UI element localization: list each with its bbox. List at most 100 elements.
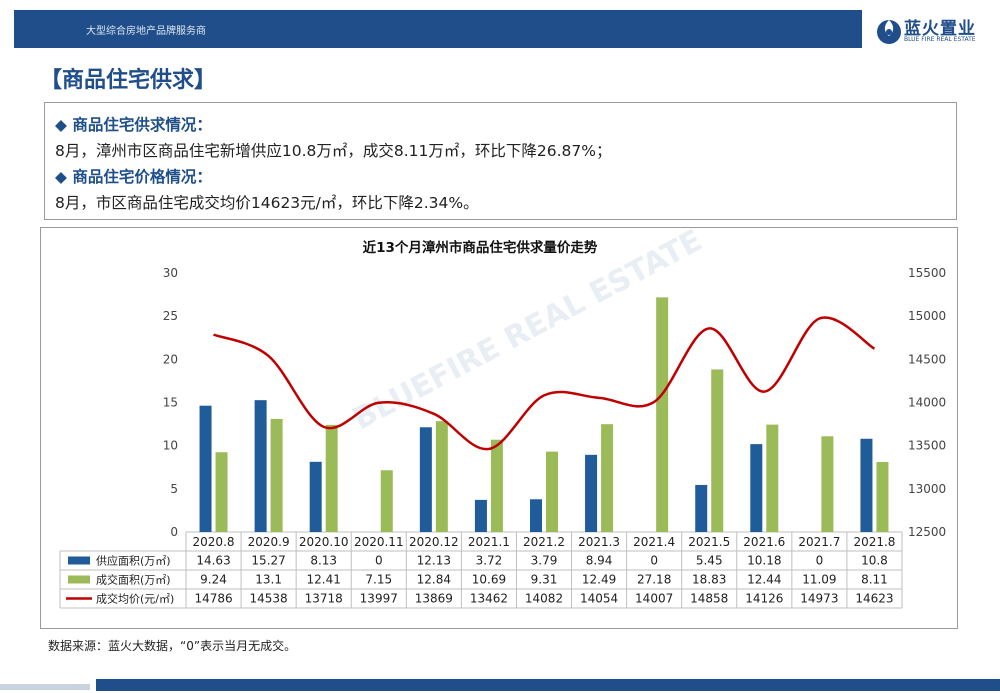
table-data-label: 18.83 bbox=[692, 573, 726, 587]
header-bar-slant bbox=[820, 10, 850, 48]
table-data-label: 13869 bbox=[415, 592, 453, 606]
x-tick-label: 2020.12 bbox=[409, 535, 459, 549]
table-data-label: 5.45 bbox=[696, 554, 723, 568]
legend-swatch bbox=[68, 556, 90, 565]
company-tagline: 大型综合房地产品牌服务商 bbox=[86, 26, 206, 37]
table-data-label: 10.18 bbox=[747, 554, 781, 568]
flame-logo-icon bbox=[877, 20, 901, 44]
legend-label: 供应面积(万㎡) bbox=[96, 554, 171, 568]
supply-bar bbox=[585, 454, 598, 532]
y-right-tick-label: 14500 bbox=[908, 352, 946, 366]
deal-bar bbox=[601, 424, 614, 532]
supply-bar bbox=[860, 438, 873, 532]
brand-logo: 蓝火置业 BLUE FIRE REAL ESTATE bbox=[876, 12, 994, 48]
deal-bar bbox=[546, 451, 558, 532]
x-tick-label: 2021.8 bbox=[853, 535, 895, 549]
table-data-label: 0 bbox=[816, 554, 824, 568]
table-data-label: 8.94 bbox=[586, 554, 613, 568]
x-tick-label: 2021.4 bbox=[633, 535, 675, 549]
table-data-label: 15.27 bbox=[251, 554, 285, 568]
deal-bar bbox=[656, 297, 669, 532]
x-tick-label: 2021.6 bbox=[743, 535, 785, 549]
chart-title: 近13个月漳州市商品住宅供求量价走势 bbox=[363, 239, 598, 256]
supply-bar bbox=[254, 400, 267, 532]
table-data-label: 8.13 bbox=[310, 554, 337, 568]
table-data-label: 3.79 bbox=[531, 554, 558, 568]
x-tick-label: 2021.7 bbox=[798, 535, 840, 549]
y-right-tick-label: 13000 bbox=[908, 482, 946, 496]
table-data-label: 27.18 bbox=[637, 573, 671, 587]
supply-bar bbox=[474, 499, 487, 532]
supply-bar bbox=[530, 499, 542, 532]
table-data-label: 8.11 bbox=[861, 573, 888, 587]
y-left-tick-label: 10 bbox=[163, 439, 178, 453]
price-heading: ◆ 商品住宅价格情况： bbox=[55, 168, 212, 186]
table-data-label: 9.24 bbox=[200, 573, 227, 587]
table-data-label: 13.1 bbox=[255, 573, 282, 587]
deal-bar bbox=[490, 439, 503, 532]
deal-bar bbox=[270, 418, 283, 532]
deal-bar bbox=[821, 436, 834, 532]
y-left-tick-label: 5 bbox=[170, 482, 178, 496]
table-data-label: 7.15 bbox=[365, 573, 392, 587]
table-data-label: 10.69 bbox=[472, 573, 506, 587]
table-data-label: 14858 bbox=[690, 592, 728, 606]
x-tick-label: 2021.1 bbox=[468, 535, 510, 549]
deal-bar bbox=[711, 369, 724, 532]
y-right-tick-label: 12500 bbox=[908, 525, 946, 539]
legend-swatch bbox=[68, 575, 90, 584]
table-data-label: 11.09 bbox=[802, 573, 836, 587]
y-right-tick-label: 13500 bbox=[908, 439, 946, 453]
table-data-label: 14054 bbox=[580, 592, 618, 606]
deal-bar bbox=[876, 461, 889, 532]
deal-bar bbox=[766, 424, 779, 532]
table-data-label: 12.84 bbox=[417, 573, 451, 587]
footer-bar bbox=[96, 679, 1000, 691]
x-tick-label: 2021.5 bbox=[688, 535, 730, 549]
table-data-label: 14538 bbox=[250, 592, 288, 606]
legend-label: 成交面积(万㎡) bbox=[96, 573, 171, 587]
table-data-label: 14623 bbox=[855, 592, 893, 606]
x-tick-label: 2020.9 bbox=[248, 535, 290, 549]
deal-bar bbox=[325, 424, 338, 532]
supply-bar bbox=[750, 444, 763, 532]
supply-heading: ◆ 商品住宅供求情况： bbox=[55, 116, 212, 134]
y-right-tick-label: 14000 bbox=[908, 396, 946, 410]
table-data-label: 13718 bbox=[305, 592, 343, 606]
supply-bar bbox=[199, 405, 212, 532]
y-left-tick-label: 20 bbox=[163, 352, 178, 366]
price-line bbox=[213, 316, 876, 451]
source-note: 数据来源：蓝火大数据，“0”表示当月无成交。 bbox=[48, 639, 297, 653]
logo-subtitle: BLUE FIRE REAL ESTATE bbox=[904, 36, 976, 43]
table-data-label: 13997 bbox=[360, 592, 398, 606]
price-text: 8月，市区商品住宅成交均价14623元/㎡，环比下降2.34%。 bbox=[55, 194, 479, 212]
x-tick-label: 2020.8 bbox=[193, 535, 235, 549]
deal-bar bbox=[380, 470, 393, 532]
supply-bar bbox=[419, 427, 432, 532]
y-left-tick-label: 25 bbox=[163, 309, 178, 323]
table-data-label: 12.13 bbox=[417, 554, 451, 568]
table-data-label: 12.41 bbox=[307, 573, 341, 587]
table-data-label: 14973 bbox=[800, 592, 838, 606]
x-tick-label: 2021.2 bbox=[523, 535, 565, 549]
supply-bar bbox=[695, 484, 708, 532]
table-data-label: 14007 bbox=[635, 592, 673, 606]
y-left-tick-label: 0 bbox=[170, 525, 178, 539]
table-data-label: 14126 bbox=[745, 592, 783, 606]
x-tick-label: 2020.11 bbox=[354, 535, 404, 549]
table-data-label: 13462 bbox=[470, 592, 508, 606]
table-data-label: 0 bbox=[650, 554, 658, 568]
summary-box: ◆ 商品住宅供求情况： 8月，漳州市区商品住宅新增供应10.8万㎡，成交8.11… bbox=[44, 102, 957, 220]
table-data-label: 10.8 bbox=[861, 554, 888, 568]
y-left-tick-label: 15 bbox=[163, 396, 178, 410]
deal-bar bbox=[215, 452, 228, 532]
x-tick-label: 2021.3 bbox=[578, 535, 620, 549]
footer-accent bbox=[0, 684, 90, 690]
logo-name: 蓝火置业 bbox=[904, 19, 976, 39]
deal-bar bbox=[435, 421, 448, 532]
supply-bar bbox=[309, 461, 322, 532]
table-data-label: 12.49 bbox=[582, 573, 616, 587]
chart-panel bbox=[40, 227, 958, 629]
y-left-tick-label: 30 bbox=[163, 266, 178, 280]
y-right-tick-label: 15000 bbox=[908, 309, 946, 323]
